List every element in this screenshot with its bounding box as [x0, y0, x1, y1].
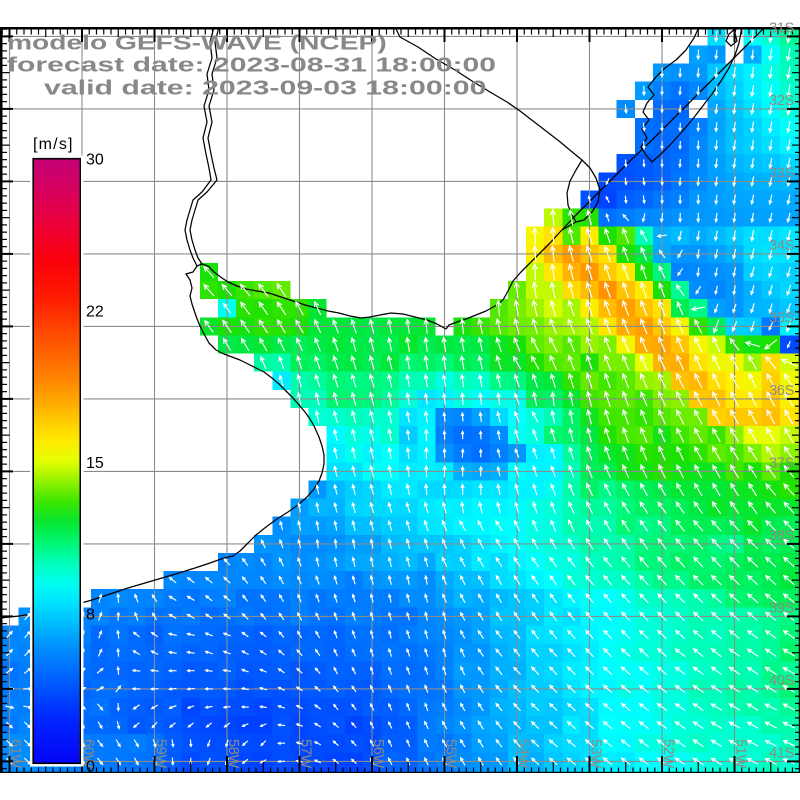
svg-text:60W: 60W: [80, 739, 96, 769]
svg-text:55W: 55W: [443, 739, 459, 769]
svg-text:22: 22: [86, 304, 104, 321]
svg-text:56W: 56W: [370, 739, 386, 769]
svg-text:37S: 37S: [769, 455, 794, 471]
svg-text:modelo GEFS-WAVE (NCEP): modelo GEFS-WAVE (NCEP): [7, 32, 387, 54]
svg-text:59W: 59W: [153, 739, 169, 769]
svg-text:15: 15: [86, 455, 104, 472]
svg-text:valid date: 2023-09-03 18:00:0: valid date: 2023-09-03 18:00:00: [44, 77, 486, 99]
svg-text:30: 30: [86, 152, 104, 169]
svg-text:36S: 36S: [769, 383, 794, 399]
svg-text:57W: 57W: [298, 739, 314, 769]
svg-text:61W: 61W: [8, 739, 24, 769]
svg-text:52W: 52W: [660, 739, 676, 769]
svg-text:40S: 40S: [769, 673, 794, 689]
svg-text:58W: 58W: [225, 739, 241, 769]
svg-text:54W: 54W: [515, 739, 531, 769]
svg-text:0: 0: [86, 759, 95, 776]
svg-text:53W: 53W: [588, 739, 604, 769]
svg-text:34S: 34S: [769, 238, 794, 254]
svg-text:35S: 35S: [769, 310, 794, 326]
svg-text:33S: 33S: [769, 165, 794, 181]
svg-text:[m/s]: [m/s]: [33, 136, 74, 153]
svg-text:forecast date: 2023-08-31 18:0: forecast date: 2023-08-31 18:00:00: [7, 54, 496, 76]
svg-text:8: 8: [86, 607, 95, 624]
svg-text:38S: 38S: [769, 528, 794, 544]
svg-text:41S: 41S: [769, 745, 794, 761]
svg-text:32S: 32S: [769, 93, 794, 109]
svg-text:39S: 39S: [769, 600, 794, 616]
svg-text:31S: 31S: [769, 20, 794, 36]
svg-text:51W: 51W: [733, 739, 749, 769]
